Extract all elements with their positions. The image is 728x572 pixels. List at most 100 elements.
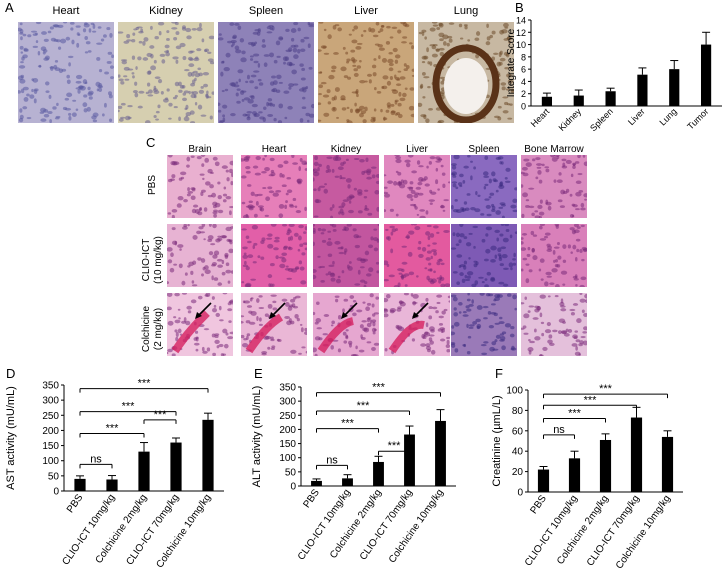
x-tick-label: Heart <box>529 106 552 129</box>
ihc-label-heart: Heart <box>52 5 80 17</box>
x-tick-label: PBS <box>528 493 549 516</box>
chart-e: 0 50 100 150 200 250 300 350 ALT activity (mU/mL… <box>251 382 456 565</box>
y-tick-label: 6 <box>521 65 526 75</box>
panel-letter-b: B <box>515 0 524 15</box>
ihc-tile-liver <box>318 22 414 123</box>
he-tile-r0-c0 <box>167 155 233 218</box>
panel-letter-a: A <box>5 0 14 15</box>
bar <box>637 74 648 106</box>
ihc-label-kidney: Kidney <box>149 5 183 17</box>
y-tick-label: 200 <box>42 426 59 437</box>
panel-letter-f: F <box>495 366 503 381</box>
bar <box>311 480 322 486</box>
hemorrhage-mark <box>388 320 425 354</box>
y-tick-label: 200 <box>279 425 296 436</box>
significance-label: *** <box>599 383 613 395</box>
x-tick-label: Tumor <box>685 106 710 131</box>
significance-label: *** <box>568 408 582 420</box>
he-tile-r2-c2 <box>313 293 379 356</box>
bar <box>435 420 446 486</box>
he-tile-r1-c2 <box>313 224 379 287</box>
he-tile-r0-c3 <box>384 155 450 218</box>
y-tick-label: 2 <box>521 89 526 99</box>
bar <box>342 478 353 486</box>
he-tile-r1-c3 <box>384 224 450 287</box>
significance-label: *** <box>106 422 120 434</box>
significance-label: ns <box>90 453 102 465</box>
ihc-tile-spleen <box>218 22 314 123</box>
he-row-label-line1: CLIO-ICT <box>141 238 152 282</box>
he-tile-r0-c1 <box>241 155 307 218</box>
bar <box>170 442 182 491</box>
y-tick-label: 40 <box>512 447 524 458</box>
he-tile-r2-c3 <box>384 293 450 356</box>
he-tile-r0-c5 <box>521 155 587 218</box>
bar <box>599 439 612 492</box>
bar <box>404 434 415 486</box>
he-tile-r0-c4 <box>451 155 517 218</box>
bar <box>669 69 680 106</box>
panel-letter-c: C <box>146 135 156 150</box>
y-tick-label: 0 <box>517 488 523 499</box>
bar <box>373 461 384 486</box>
he-tile-r1-c4 <box>451 224 517 287</box>
y-tick-label: 300 <box>279 397 296 408</box>
x-tick-label: Colchicine 10mg/kg <box>387 487 446 565</box>
significance-label: *** <box>357 400 371 412</box>
bar <box>605 91 616 106</box>
hemorrhage-mark <box>245 313 284 354</box>
hemorrhage-mark <box>171 310 210 354</box>
y-tick-label: 14 <box>516 16 526 26</box>
bar <box>106 479 118 491</box>
he-column-label-5: Bone Marrow <box>524 144 584 155</box>
y-tick-label: 100 <box>279 453 296 464</box>
significance-label: *** <box>388 440 402 452</box>
ihc-tile-kidney <box>118 22 214 123</box>
he-tile-r0-c2 <box>313 155 379 218</box>
arrow-head-icon <box>412 312 419 319</box>
y-tick-label: 8 <box>521 52 526 62</box>
y-tick-label: 20 <box>512 467 524 478</box>
significance-label: *** <box>138 378 152 390</box>
panel-letter-e: E <box>254 366 263 381</box>
lung-airway-lumen <box>444 58 488 114</box>
x-tick-label: Lung <box>657 106 678 127</box>
x-tick-label: Kidney <box>557 106 584 133</box>
panel-letter-d: D <box>6 366 16 381</box>
x-tick-label: Liver <box>626 106 647 127</box>
x-tick-label: Spleen <box>588 106 615 133</box>
he-column-label-4: Spleen <box>468 144 500 155</box>
chart-d: 0 50 100 150 200 250 300 350 AST activity (mU/mL… <box>5 378 224 570</box>
x-tick-label: Colchicine 10mg/kg <box>614 493 673 570</box>
y-tick-label: 0 <box>290 482 296 493</box>
y-tick-label: 12 <box>516 28 526 38</box>
bar <box>630 417 643 492</box>
significance-label: *** <box>122 401 136 413</box>
he-column-label-0: Brain <box>188 144 212 155</box>
significance-label: *** <box>584 394 598 406</box>
hemorrhage-mark <box>317 317 355 354</box>
y-tick-label: 350 <box>279 383 296 394</box>
he-row-label-line1: Colchicine <box>141 305 152 353</box>
bar <box>541 96 553 106</box>
significance-label: ns <box>553 424 565 436</box>
y-tick-label: 10 <box>516 40 526 50</box>
bar <box>74 478 86 491</box>
he-column-label-1: Heart <box>261 144 287 155</box>
y-tick-label: 300 <box>42 396 59 407</box>
bar <box>138 451 150 491</box>
y-tick-label: 350 <box>42 381 59 392</box>
he-tile-r2-c0 <box>167 293 233 356</box>
y-axis-label: Integrate Score <box>506 28 517 97</box>
y-axis-label: AST activity (mU/mL) <box>5 386 17 490</box>
bar <box>537 469 550 492</box>
he-row-label-line2: (10 mg/kg) <box>153 236 164 284</box>
he-row-label-line1: PBS <box>147 175 158 196</box>
x-tick-label: PBS <box>301 487 322 510</box>
y-tick-label: 150 <box>279 439 296 450</box>
he-row-label-line2: (2 mg/kg) <box>153 307 164 351</box>
significance-label: *** <box>154 409 168 421</box>
he-column-label-3: Liver <box>406 144 428 155</box>
significance-label: *** <box>341 418 355 430</box>
y-tick-label: 50 <box>285 467 297 478</box>
